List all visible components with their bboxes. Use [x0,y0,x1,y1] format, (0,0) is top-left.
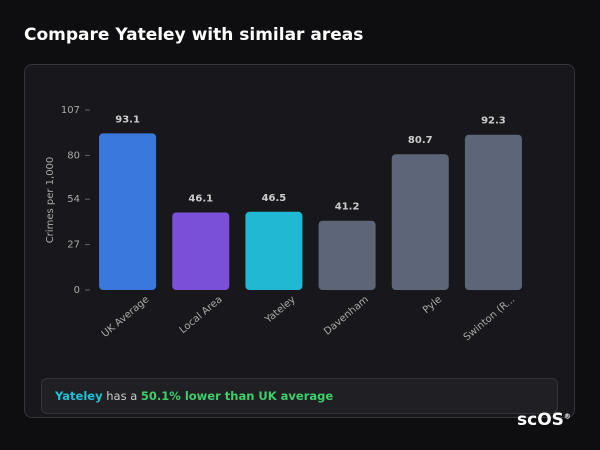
x-tick-label: Pyle [421,294,444,316]
page-title: Compare Yateley with similar areas [24,25,364,45]
y-axis-label: Crimes per 1,000 [45,157,56,244]
y-tick-label: 107 [61,105,80,116]
bar [245,211,303,290]
value-label: 80.7 [408,135,433,146]
value-label: 41.2 [335,202,360,213]
x-tick-label: Local Area [178,294,225,336]
logo-text: scOS [517,410,564,430]
value-label: 92.3 [481,116,506,127]
value-label: 46.1 [188,193,213,204]
x-tick-label: Davenham [322,294,371,337]
value-label: 93.1 [115,114,140,125]
y-tick-label: 27 [67,240,80,251]
logo-mark: ® [563,412,571,421]
x-tick-label: UK Average [100,294,152,340]
summary-text: has a [106,389,138,403]
bar [318,220,376,290]
bar [172,212,230,290]
y-tick-label: 0 [74,285,80,296]
value-label: 46.5 [262,193,287,204]
x-tick-label: Swinton (R... [462,294,518,343]
y-tick-label: 80 [67,150,80,161]
bar [391,154,449,290]
x-tick-label: Yateley [263,294,298,326]
summary: Yateley has a 50.1% lower than UK averag… [41,378,558,414]
summary-highlight: 50.1% lower than UK average [140,389,334,403]
y-tick-label: 54 [67,194,80,205]
bar [99,133,157,290]
summary-area: Yateley [55,389,103,403]
bar [464,134,522,290]
logo: scOS® [517,410,571,430]
